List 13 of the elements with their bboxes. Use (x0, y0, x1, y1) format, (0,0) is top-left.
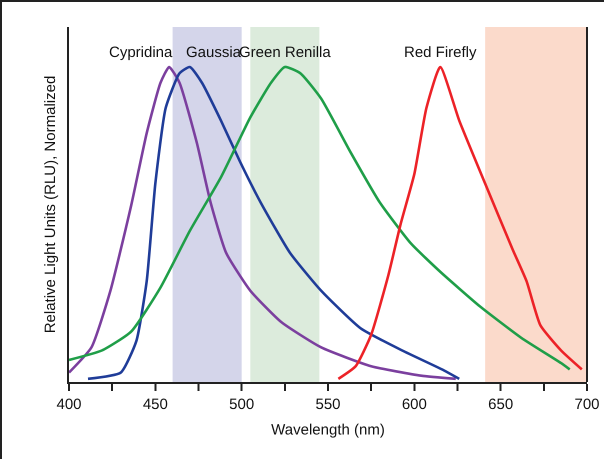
x-tick-label: 400 (56, 396, 82, 413)
series-label: Green Renilla (239, 44, 332, 61)
y-axis-title: Relative Light Units (RLU), Normalized (42, 76, 59, 334)
series-label: Red Firefly (404, 44, 478, 61)
x-tick-label: 650 (488, 396, 514, 413)
series-label: Cypridina (109, 44, 174, 61)
x-tick-label: 600 (402, 396, 427, 413)
x-tick-label: 500 (229, 396, 254, 413)
x-tick-label: 700 (574, 396, 600, 413)
x-tick-label: 450 (142, 396, 168, 413)
x-tick-label: 550 (315, 396, 341, 413)
series-label: Gaussia (186, 44, 242, 61)
x-axis-title: Wavelength (nm) (271, 422, 385, 438)
